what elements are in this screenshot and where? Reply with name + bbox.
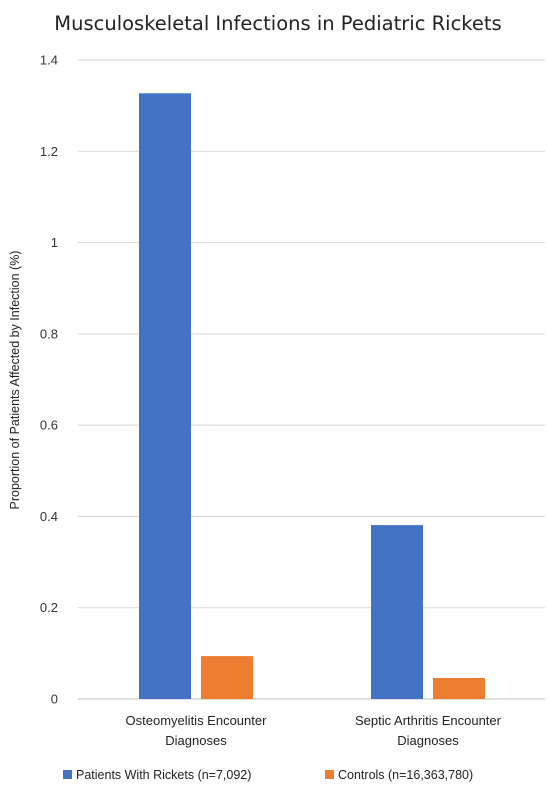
bars: [139, 93, 485, 700]
x-category-label: Osteomyelitis Encounter: [126, 713, 268, 728]
y-tick-label: 0.8: [40, 326, 58, 341]
legend-swatch: [325, 770, 334, 779]
y-tick-label: 1: [51, 235, 58, 250]
legend-swatch: [63, 770, 72, 779]
legend: Patients With Rickets (n=7,092) Controls …: [63, 768, 473, 782]
category-labels: Osteomyelitis Encounter Diagnoses Septic A…: [126, 713, 502, 748]
y-axis-ticks: 0 0.2 0.4 0.6 0.8 1 1.2 1.4: [40, 53, 58, 707]
y-axis-label: Proportion of Patients Affected by Infec…: [8, 251, 22, 510]
y-tick-label: 0.6: [40, 418, 58, 433]
bar-rickets-1: [371, 525, 423, 699]
y-tick-label: 0.2: [40, 600, 58, 615]
x-category-label: Diagnoses: [397, 733, 459, 748]
y-tick-label: 1.4: [40, 53, 58, 68]
y-tick-label: 0.4: [40, 509, 58, 524]
chart-title: Musculoskeletal Infections in Pediatric …: [54, 12, 501, 35]
legend-label: Patients With Rickets (n=7,092): [76, 768, 251, 782]
x-category-label: Diagnoses: [165, 733, 227, 748]
bar-rickets-0: [139, 93, 191, 700]
legend-label: Controls (n=16,363,780): [338, 768, 473, 782]
y-tick-label: 1.2: [40, 144, 58, 159]
x-category-label: Septic Arthritis Encounter: [355, 713, 502, 728]
bar-controls-0: [201, 656, 253, 699]
y-tick-label: 0: [51, 692, 58, 707]
bar-controls-1: [433, 678, 485, 699]
